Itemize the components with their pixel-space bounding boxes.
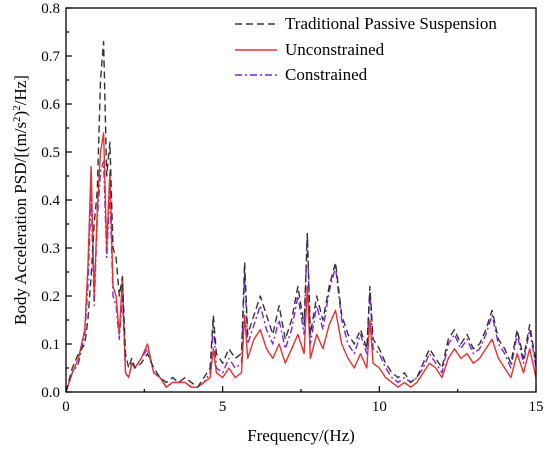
x-tick-label: 15 <box>529 399 544 415</box>
x-tick-label: 0 <box>62 399 70 415</box>
x-axis-label: Frequency/(Hz) <box>247 426 355 445</box>
y-tick-label: 0.8 <box>41 1 60 17</box>
legend-label-unconstrained: Unconstrained <box>285 40 385 59</box>
legend-label-constrained: Constrained <box>285 65 368 84</box>
y-tick-label: 0.3 <box>41 241 60 257</box>
y-tick-label: 0.5 <box>41 145 60 161</box>
series-line-unconstrained <box>65 132 537 393</box>
tick-layer: 0 5 10 15 0.0 0.1 0.2 0.3 0.4 0.5 0.6 0.7 0.8 <box>41 1 543 415</box>
y-tick-label: 0.0 <box>41 385 60 401</box>
legend-label-traditional-passive-suspension: Traditional Passive Suspension <box>285 14 497 33</box>
series-line-traditional-passive-suspension <box>65 40 537 393</box>
y-tick-label: 0.4 <box>41 193 60 209</box>
y-tick-label: 0.1 <box>41 337 60 353</box>
series-layer <box>65 40 537 393</box>
y-axis-label: Body Acceleration PSD/[(m/s2)2/Hz] <box>11 75 30 325</box>
x-tick-label: 10 <box>372 399 387 415</box>
legend-box <box>226 10 534 90</box>
y-tick-label: 0.2 <box>41 289 60 305</box>
y-tick-label: 0.7 <box>41 49 60 65</box>
legend: Traditional Passive Suspension Unconstra… <box>226 10 534 90</box>
series-line-constrained <box>65 160 537 393</box>
y-tick-label: 0.6 <box>41 97 60 113</box>
x-tick-label: 5 <box>219 399 227 415</box>
